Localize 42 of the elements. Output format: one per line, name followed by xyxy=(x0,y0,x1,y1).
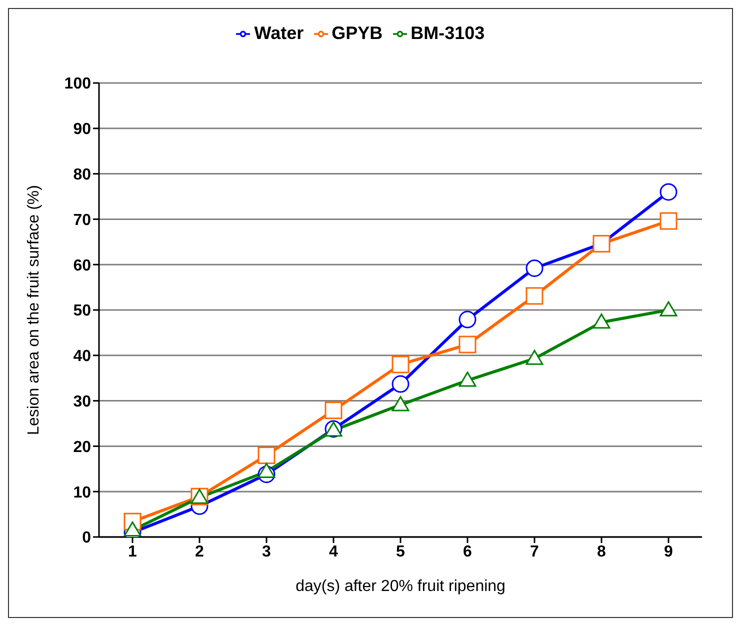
point xyxy=(526,350,544,365)
x-tick-label: 4 xyxy=(329,543,338,560)
x-tick-label: 6 xyxy=(463,543,472,560)
y-tick-label: 100 xyxy=(64,76,92,93)
point xyxy=(660,301,678,316)
point xyxy=(124,521,142,537)
y-tick-label: 30 xyxy=(73,393,92,410)
point xyxy=(258,462,276,478)
y-tick-label: 70 xyxy=(73,212,92,229)
x-axis-title: day(s) after 20% fruit ripening xyxy=(296,578,506,595)
y-tick-label: 50 xyxy=(73,302,92,320)
x-tick-label: 7 xyxy=(530,543,540,560)
legend-label: GPYB xyxy=(332,23,383,43)
y-tick-label: 10 xyxy=(73,484,92,502)
x-tick-label: 9 xyxy=(664,543,674,560)
point xyxy=(258,446,276,464)
point xyxy=(458,372,476,387)
y-tick-label: 40 xyxy=(73,348,92,366)
y-tick-label: 60 xyxy=(73,257,92,274)
point xyxy=(324,402,342,420)
x-tick-label: 5 xyxy=(396,543,406,560)
point xyxy=(392,356,410,374)
y-tick-label: 0 xyxy=(82,530,92,547)
point xyxy=(526,259,544,277)
y-tick-label: 80 xyxy=(73,166,92,184)
x-tick-label: 3 xyxy=(262,543,272,560)
x-tick-label: 8 xyxy=(597,543,606,560)
point xyxy=(392,396,410,412)
legend-label: Water xyxy=(254,23,304,43)
point xyxy=(392,375,410,393)
point xyxy=(458,336,476,354)
point xyxy=(660,212,678,230)
point xyxy=(660,183,678,201)
point xyxy=(592,314,610,329)
x-tick-label: 1 xyxy=(128,543,138,560)
legend-label: BM-3103 xyxy=(410,23,485,43)
y-tick-label: 90 xyxy=(73,121,92,138)
y-tick-label: 20 xyxy=(73,438,92,456)
y-axis-title: Lesion area on the fruit surface (%) xyxy=(26,185,43,435)
point xyxy=(526,287,544,305)
x-tick-label: 2 xyxy=(195,543,204,560)
point xyxy=(458,310,476,328)
